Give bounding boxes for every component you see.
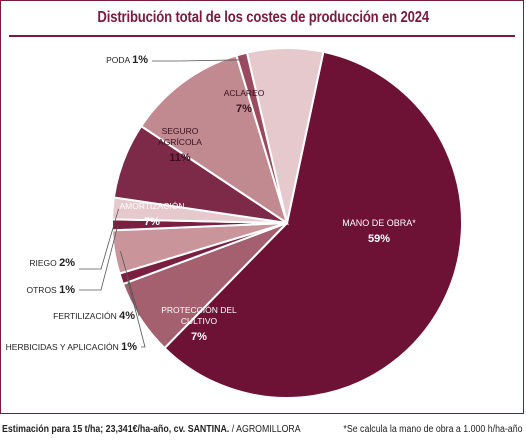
- title-divider: [9, 35, 515, 37]
- slice-value-amortizacion: 7%: [144, 216, 160, 228]
- slice-value-proteccion-del-cultivo: 7%: [191, 331, 207, 343]
- source-note: Estimación para 15 t/ha; 23,341€/ha-año,…: [2, 424, 301, 435]
- chart-title: Distribución total de los costes de prod…: [97, 9, 429, 26]
- slice-label-proteccion-del-cultivo: PROTECCIÓN DEL CULTIVO: [161, 305, 237, 326]
- slice-label-poda: PODA 1%: [106, 54, 148, 66]
- leader-line-riego: [79, 208, 119, 270]
- leader-line-otros: [79, 224, 119, 291]
- source-note-bold: Estimación para 15 t/ha; 23,341€/ha-año,…: [2, 424, 230, 435]
- leader-line-poda: [152, 59, 244, 62]
- chart-frame: Distribución total de los costes de prod…: [0, 0, 524, 414]
- slice-value-aclareo: 7%: [236, 103, 252, 115]
- slice-label-seguro-agricola: SEGURO AGRÍCOLA: [158, 126, 202, 147]
- pie-slice-mano-de-obra: [163, 50, 463, 399]
- leader-line-herbicidas-y-aplicacion: [126, 276, 146, 348]
- pie-slice-seguro-agricola: [139, 54, 289, 226]
- slice-label-fertilizacion: FERTILIZACIÓN 4%: [53, 310, 135, 322]
- slice-label-amortizacion: AMORTIZACIÓN: [119, 201, 184, 211]
- slice-label-otros: OTROS 1%: [27, 284, 76, 296]
- source-note-credit: / AGROMILLORA: [229, 424, 301, 435]
- title-bar: Distribución total de los costes de prod…: [1, 1, 525, 35]
- footnote: *Se calcula la mano de obra a 1.000 h/ha…: [342, 424, 522, 435]
- pie-chart: MANO DE OBRA* 59% PROTECCIÓN DEL CULTIVO 7% H…: [6, 47, 463, 399]
- slice-label-aclareo: ACLAREO: [224, 88, 265, 98]
- pie-slice-aclareo: [245, 47, 325, 224]
- slice-value-seguro-agricola: 11%: [169, 152, 191, 164]
- slice-label-mano-de-obra: MANO DE OBRA*: [342, 218, 416, 228]
- slice-label-herbicidas-y-aplicacion: HERBICIDAS Y APLICACIÓN 1%: [6, 341, 138, 353]
- leader-line-fertilizacion: [120, 251, 140, 317]
- slice-label-riego: RIEGO 2%: [29, 257, 75, 269]
- slice-value-mano-de-obra: 59%: [368, 233, 390, 245]
